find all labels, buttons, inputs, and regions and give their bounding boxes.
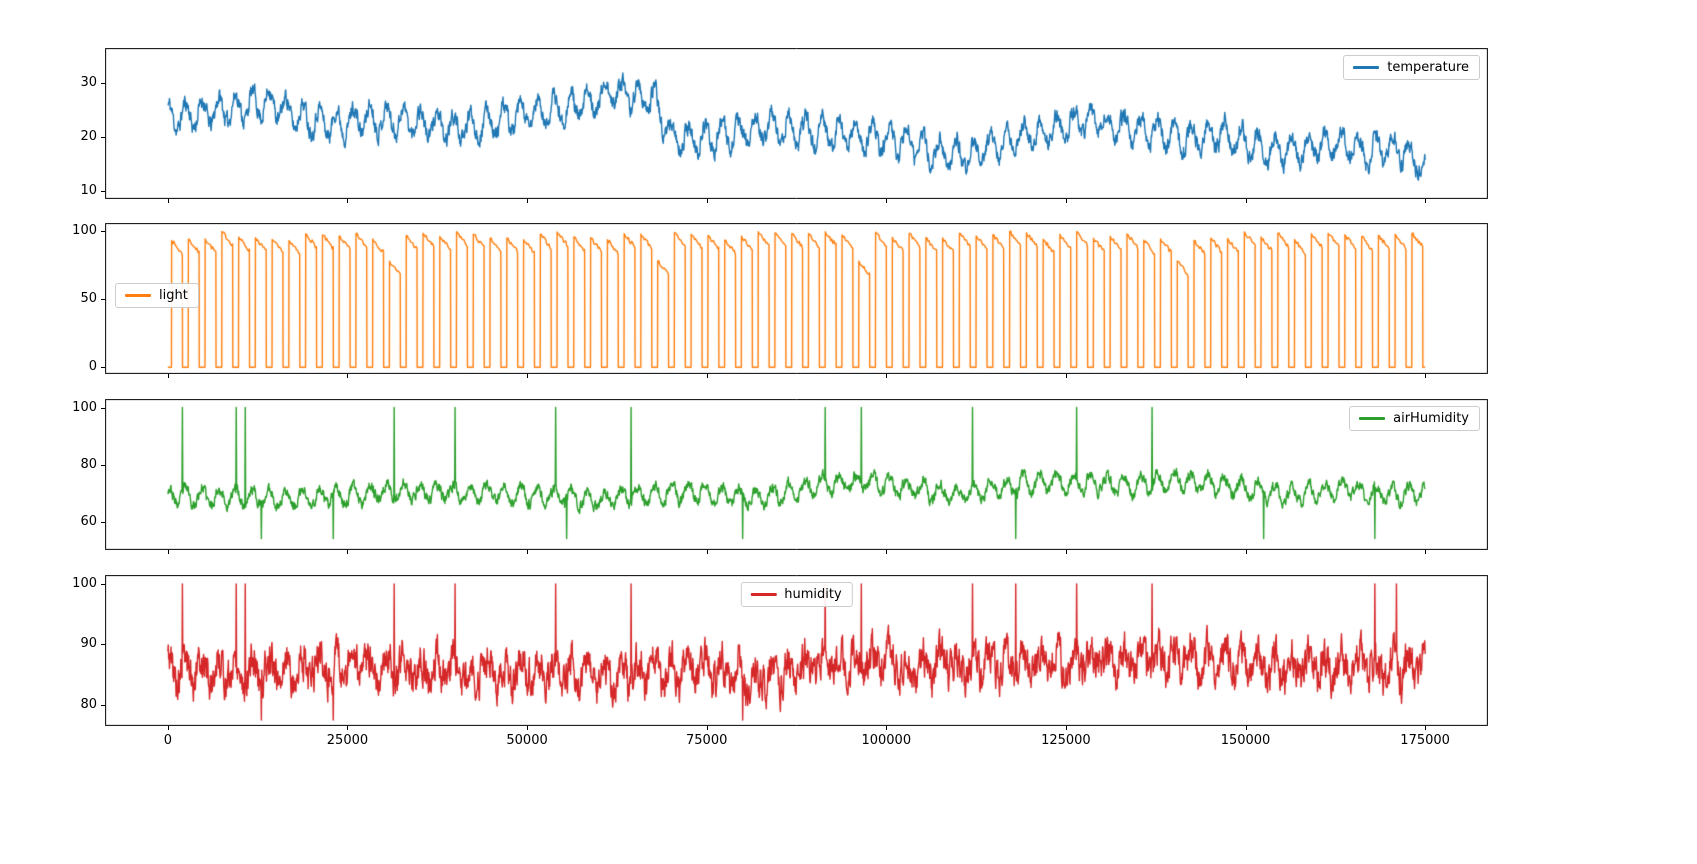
legend-label-light: light [159,288,188,303]
y-tick-label: 0 [88,359,97,375]
y-tick-mark [101,644,105,646]
y-tick-label: 100 [72,223,97,239]
y-tick-label: 50 [80,291,97,307]
legend-line-swatch-humidity [750,593,777,596]
x-tick-mark [706,374,708,378]
legend-line-swatch-airhumidity [1359,417,1386,420]
x-tick-label: 50000 [506,733,548,748]
subplot-airhumidity: airHumidity [105,399,1488,550]
y-tick-label: 80 [80,456,97,472]
x-tick-mark [347,374,349,378]
x-tick-mark [886,199,888,203]
y-tick-label: 30 [80,75,97,91]
y-tick-label: 10 [80,182,97,198]
x-tick-mark [1425,374,1427,378]
light-line-chart [105,223,1488,374]
x-tick-mark [1065,374,1067,378]
legend-humidity[interactable]: humidity [740,582,853,607]
airhumidity-line-chart [105,399,1488,550]
x-tick-mark [527,199,529,203]
x-tick-mark [167,726,169,730]
x-tick-mark [1065,726,1067,730]
y-tick-mark [101,299,105,301]
x-tick-label: 100000 [861,733,912,748]
y-tick-mark [101,464,105,466]
x-tick-mark [1065,199,1067,203]
x-tick-mark [706,199,708,203]
y-tick-label: 80 [80,696,97,712]
x-tick-mark [347,199,349,203]
legend-light[interactable]: light [115,283,199,308]
legend-label-humidity: humidity [784,587,842,602]
x-tick-label: 125000 [1041,733,1091,748]
legend-line-swatch-temperature [1353,66,1380,69]
y-tick-mark [101,190,105,192]
y-tick-mark [101,83,105,85]
x-tick-mark [1245,550,1247,554]
x-tick-label: 75000 [686,733,728,748]
x-tick-mark [886,726,888,730]
x-tick-mark [1425,550,1427,554]
y-tick-mark [101,136,105,138]
x-tick-mark [347,550,349,554]
y-tick-label: 90 [80,636,97,652]
subplot-light: light [105,223,1488,374]
y-tick-mark [101,367,105,369]
x-tick-mark [167,199,169,203]
subplot-humidity: humidity [105,575,1488,726]
x-tick-mark [527,374,529,378]
x-tick-label: 0 [163,733,172,748]
x-tick-mark [1245,199,1247,203]
x-tick-mark [1245,726,1247,730]
x-tick-label: 175000 [1400,733,1450,748]
y-tick-label: 100 [72,576,97,592]
x-tick-mark [706,726,708,730]
temperature-line-chart [105,48,1488,199]
x-tick-mark [167,374,169,378]
x-tick-mark [1425,199,1427,203]
legend-label-airhumidity: airHumidity [1393,411,1469,426]
x-tick-mark [1245,374,1247,378]
x-tick-mark [1065,550,1067,554]
y-tick-label: 60 [80,513,97,529]
y-tick-mark [101,584,105,586]
legend-line-swatch-light [125,294,151,297]
x-tick-mark [527,726,529,730]
x-tick-label: 150000 [1220,733,1271,748]
y-tick-label: 20 [80,128,97,144]
x-tick-mark [886,550,888,554]
x-tick-mark [886,374,888,378]
x-tick-label: 25000 [326,733,369,748]
y-tick-mark [101,521,105,523]
legend-airhumidity[interactable]: airHumidity [1349,406,1480,431]
y-tick-mark [101,704,105,706]
subplot-temperature: temperature [105,48,1488,199]
x-tick-mark [1425,726,1427,730]
x-tick-mark [167,550,169,554]
y-tick-label: 100 [72,399,97,415]
x-tick-mark [347,726,349,730]
x-tick-mark [706,550,708,554]
y-tick-mark [101,407,105,409]
legend-temperature[interactable]: temperature [1343,55,1480,80]
legend-label-temperature: temperature [1387,60,1469,75]
y-tick-mark [101,231,105,233]
x-tick-mark [527,550,529,554]
